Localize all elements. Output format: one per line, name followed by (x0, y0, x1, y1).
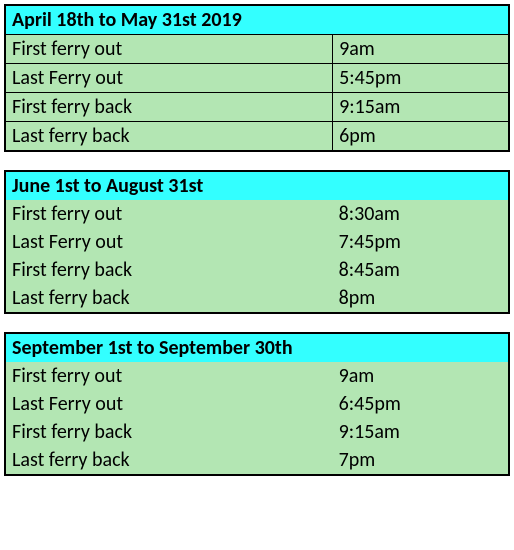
ferry-time: 7:45pm (333, 228, 509, 256)
ferry-label: First ferry back (5, 418, 333, 446)
date-range: June 1st to August 31st (5, 171, 509, 200)
ferry-time: 7pm (333, 446, 509, 475)
ferry-time: 9am (333, 362, 509, 390)
table-row: First ferry out 9am (5, 35, 509, 64)
table-row: First ferry back 9:15am (5, 93, 509, 122)
ferry-time: 8pm (333, 284, 509, 313)
table-row: First ferry back 9:15am (5, 418, 509, 446)
ferry-label: Last Ferry out (5, 64, 333, 93)
ferry-time: 5:45pm (333, 64, 509, 93)
ferry-time: 9:15am (333, 418, 509, 446)
table-row: First ferry out 9am (5, 362, 509, 390)
ferry-label: First ferry back (5, 93, 333, 122)
ferry-label: First ferry out (5, 362, 333, 390)
date-range: September 1st to September 30th (5, 333, 509, 362)
table-row: First ferry out 8:30am (5, 200, 509, 228)
ferry-time: 8:45am (333, 256, 509, 284)
table-header: April 18th to May 31st 2019 (5, 5, 509, 35)
ferry-label: Last ferry back (5, 284, 333, 313)
date-range: April 18th to May 31st 2019 (5, 5, 509, 35)
schedule-table-autumn: September 1st to September 30th First fe… (4, 332, 510, 476)
ferry-label: Last ferry back (5, 122, 333, 152)
table-header: June 1st to August 31st (5, 171, 509, 200)
ferry-time: 9:15am (333, 93, 509, 122)
ferry-time: 6:45pm (333, 390, 509, 418)
table-header: September 1st to September 30th (5, 333, 509, 362)
schedule-table-summer: June 1st to August 31st First ferry out … (4, 170, 510, 314)
ferry-label: First ferry out (5, 200, 333, 228)
ferry-time: 8:30am (333, 200, 509, 228)
table-row: Last ferry back 6pm (5, 122, 509, 152)
table-row: Last Ferry out 5:45pm (5, 64, 509, 93)
table-row: Last ferry back 8pm (5, 284, 509, 313)
ferry-label: Last Ferry out (5, 228, 333, 256)
ferry-time: 6pm (333, 122, 509, 152)
ferry-label: Last ferry back (5, 446, 333, 475)
ferry-label: First ferry out (5, 35, 333, 64)
ferry-label: First ferry back (5, 256, 333, 284)
table-row: Last Ferry out 6:45pm (5, 390, 509, 418)
table-row: First ferry back 8:45am (5, 256, 509, 284)
ferry-label: Last Ferry out (5, 390, 333, 418)
schedule-table-spring: April 18th to May 31st 2019 First ferry … (4, 4, 510, 152)
table-row: Last Ferry out 7:45pm (5, 228, 509, 256)
table-row: Last ferry back 7pm (5, 446, 509, 475)
ferry-time: 9am (333, 35, 509, 64)
